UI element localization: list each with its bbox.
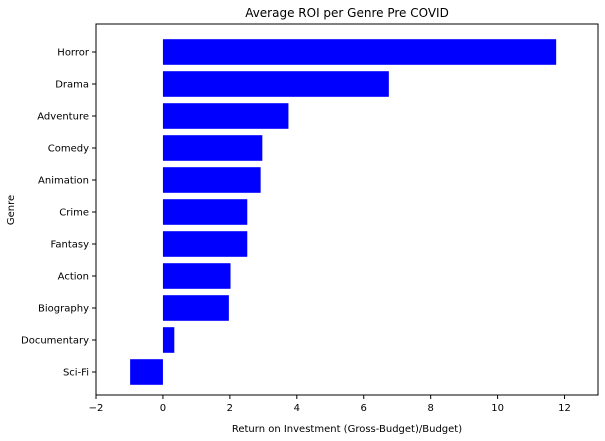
x-tick-label: 4 [294, 403, 300, 414]
x-tick-label: 10 [491, 403, 504, 414]
y-tick-label: Documentary [21, 336, 89, 347]
bar-crime [162, 199, 248, 225]
y-tick-label: Fantasy [51, 240, 90, 251]
plot-frame [95, 23, 599, 396]
y-axis-label: Genre [6, 195, 17, 225]
x-ticks-group: −2 0 2 4 6 8 10 12 [89, 395, 571, 414]
y-tick-label: Biography [38, 304, 89, 315]
bar-animation [162, 167, 261, 193]
y-tick-label: Comedy [48, 144, 89, 155]
chart-title: Average ROI per Genre Pre COVID [245, 6, 449, 20]
x-tick-label: 6 [361, 403, 367, 414]
y-tick-label: Horror [57, 48, 90, 59]
y-tick-label: Drama [55, 80, 89, 91]
bar-horror [162, 39, 557, 65]
bar-adventure [162, 103, 289, 129]
bar-drama [162, 71, 389, 97]
x-tick-label: 12 [558, 403, 571, 414]
x-tick-label: 2 [227, 403, 233, 414]
bar-biography [162, 295, 229, 321]
y-tick-label: Action [58, 272, 89, 283]
y-tick-label: Adventure [37, 112, 89, 123]
bar-comedy [162, 135, 263, 161]
x-tick-label: 8 [427, 403, 433, 414]
x-tick-label: 0 [160, 403, 166, 414]
y-tick-label: Animation [38, 176, 89, 187]
y-tick-label: Crime [59, 208, 89, 219]
bar-documentary [162, 327, 175, 353]
bar-sci-fi [130, 359, 163, 385]
y-ticks-group: Horror Drama Adventure Comedy Animation Crime… [21, 48, 96, 379]
bar-action [162, 263, 231, 289]
bar-fantasy [162, 231, 248, 257]
x-tick-label: −2 [89, 403, 104, 414]
bars-group [130, 39, 557, 385]
x-axis-label: Return on Investment (Gross-Budget)/Budg… [232, 424, 462, 435]
y-tick-label: Sci-Fi [63, 368, 89, 379]
